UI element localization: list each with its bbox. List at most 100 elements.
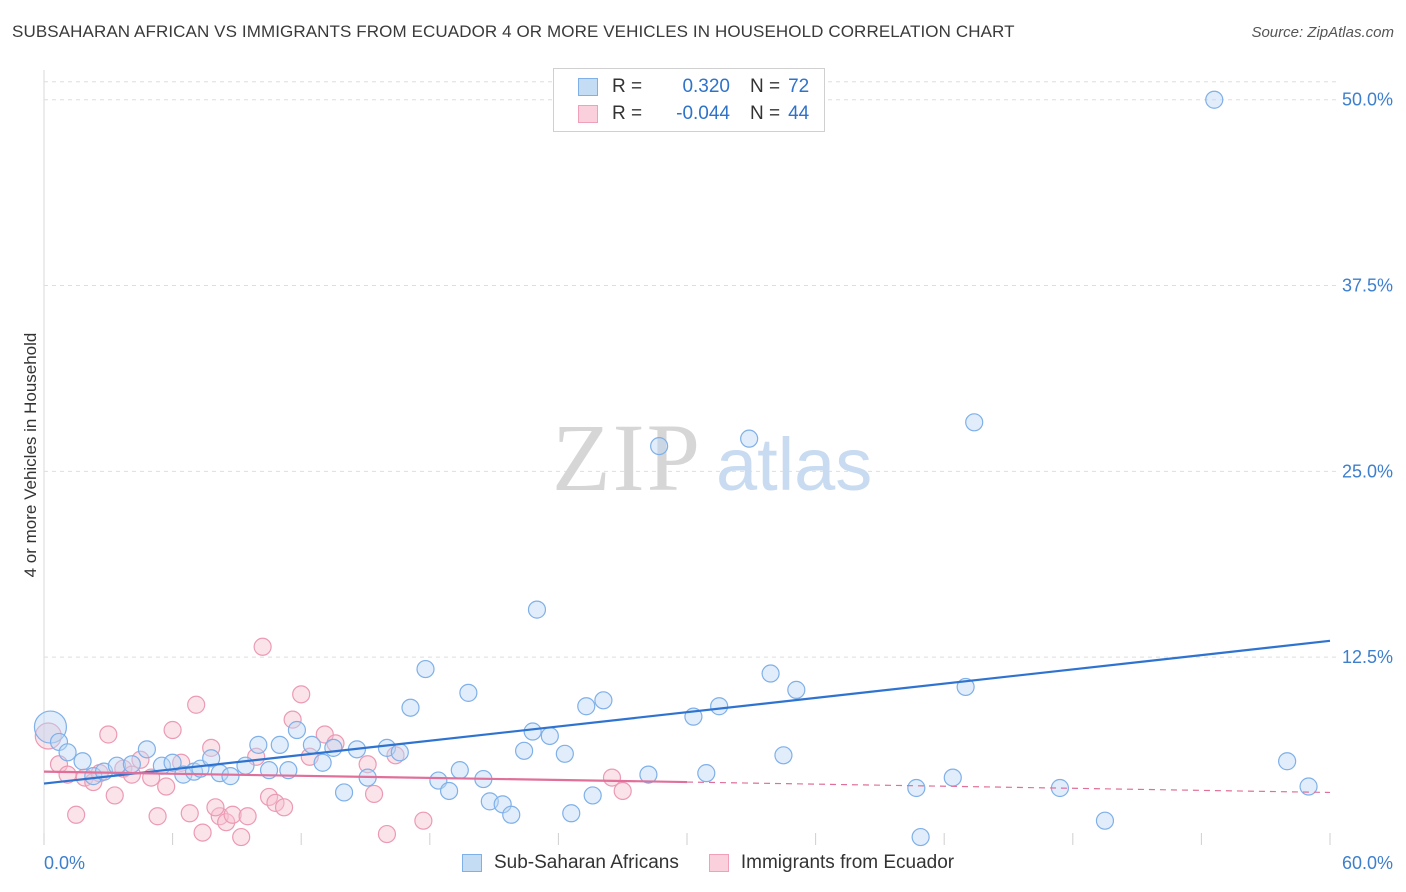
- ecuador-point: [217, 813, 236, 832]
- legend-n-label: N =: [750, 76, 781, 97]
- africans-point: [73, 752, 92, 771]
- africans-point: [740, 429, 759, 448]
- africans-point: [459, 683, 478, 702]
- watermark: ZIP atlas: [552, 404, 872, 511]
- legend-r-label: R =: [612, 76, 643, 97]
- ecuador-point: [58, 765, 77, 784]
- africans-point: [416, 659, 435, 679]
- africans-point: [1278, 752, 1297, 771]
- ecuador-point: [414, 811, 433, 830]
- ecuador-point: [187, 695, 206, 714]
- legend-swatch-africans: [578, 78, 598, 96]
- africans-point: [1205, 90, 1224, 109]
- watermark-atlas: atlas: [716, 423, 872, 506]
- correlation-legend: R = 0.320 N = 72 R = -0.044 N = 44: [553, 68, 825, 132]
- legend-row-africans: R = 0.320 N = 72: [578, 75, 809, 99]
- legend-n-label: N =: [750, 103, 781, 124]
- africans-point: [540, 726, 559, 746]
- ecuador-point: [266, 793, 285, 812]
- y-tick-label: 37.5%: [1342, 276, 1393, 296]
- africans-point: [439, 781, 459, 801]
- trend-line-ecuador: [43, 770, 688, 784]
- africans-point: [583, 786, 602, 805]
- x-axis-ticks: [43, 833, 1331, 845]
- ecuador-point: [180, 804, 199, 823]
- africans-point: [787, 680, 806, 699]
- series-legend: Sub-Saharan Africans Immigrants from Ecu…: [462, 852, 984, 874]
- africans-point: [1095, 811, 1115, 830]
- africans-point: [911, 827, 930, 847]
- africans-point: [774, 746, 793, 765]
- ecuador-point: [67, 805, 86, 824]
- ecuador-point: [193, 823, 212, 842]
- africans-point: [163, 753, 182, 772]
- africans-point: [302, 735, 322, 754]
- africans-point: [761, 664, 780, 683]
- watermark-zip: ZIP: [552, 404, 702, 511]
- africans-point: [943, 768, 962, 787]
- africans-point: [450, 761, 469, 780]
- ecuador-point: [292, 685, 311, 704]
- africans-point: [313, 753, 332, 772]
- ecuador-point: [283, 710, 302, 729]
- africans-point: [279, 761, 298, 780]
- africans-point: [697, 764, 716, 783]
- y-axis-title: 4 or more Vehicles in Household: [21, 333, 40, 578]
- series-africans-points: [33, 90, 1318, 847]
- africans-point: [523, 722, 542, 741]
- ecuador-point: [358, 755, 377, 774]
- ecuador-point: [206, 798, 225, 817]
- trend-lines: [43, 639, 1331, 794]
- ecuador-point: [99, 725, 118, 744]
- ecuador-point: [364, 784, 384, 804]
- trend-line-africans: [43, 639, 1331, 785]
- africans-point: [202, 749, 221, 768]
- legend-r-label: R =: [612, 103, 643, 124]
- ecuador-point: [223, 805, 242, 824]
- legend-row-ecuador: R = -0.044 N = 44: [578, 102, 809, 126]
- series-legend-ecuador[interactable]: Immigrants from Ecuador: [708, 852, 955, 874]
- legend-n-value: 44: [788, 103, 810, 124]
- ecuador-point: [253, 637, 272, 656]
- x-tick-label-min: 0.0%: [44, 853, 85, 873]
- y-tick-label: 50.0%: [1342, 90, 1393, 110]
- ecuador-point: [238, 807, 257, 826]
- africans-point: [324, 738, 343, 757]
- africans-point: [1299, 777, 1318, 796]
- ecuador-point: [202, 738, 221, 757]
- africans-point: [390, 743, 409, 762]
- legend-swatch-ecuador: [578, 105, 598, 123]
- africans-point: [555, 744, 574, 763]
- ecuador-point: [613, 781, 632, 801]
- series-legend-label: Immigrants from Ecuador: [740, 852, 955, 873]
- africans-point: [249, 735, 268, 754]
- chart-title: SUBSAHARAN AFRICAN VS IMMIGRANTS FROM EC…: [12, 22, 1015, 41]
- trend-line-ecuador-extrapolated: [686, 781, 1331, 794]
- africans-point: [577, 697, 596, 716]
- y-tick-label: 25.0%: [1342, 461, 1393, 481]
- africans-point: [334, 783, 354, 802]
- africans-point: [515, 741, 534, 760]
- y-axis-tick-labels: 12.5% 25.0% 37.5% 50.0%: [1342, 90, 1393, 667]
- series-legend-africans[interactable]: Sub-Saharan Africans: [462, 852, 679, 874]
- series-swatch-africans: [462, 854, 482, 872]
- legend-n-value: 72: [788, 76, 810, 97]
- africans-point: [639, 765, 658, 784]
- y-tick-label: 12.5%: [1342, 647, 1393, 667]
- africans-point: [710, 697, 729, 716]
- africans-point: [965, 413, 984, 432]
- africans-point: [122, 755, 141, 774]
- africans-point: [562, 804, 581, 823]
- ecuador-point: [377, 824, 397, 844]
- ecuador-point: [105, 786, 124, 805]
- ecuador-point: [148, 807, 167, 826]
- africans-point: [287, 720, 307, 740]
- ecuador-point: [274, 798, 294, 817]
- source-label: Source: ZipAtlas.com: [1251, 24, 1394, 41]
- ecuador-point: [157, 777, 176, 796]
- gridlines: [43, 70, 1338, 843]
- africans-point: [502, 805, 521, 824]
- africans-point: [221, 767, 240, 786]
- africans-point: [137, 740, 156, 759]
